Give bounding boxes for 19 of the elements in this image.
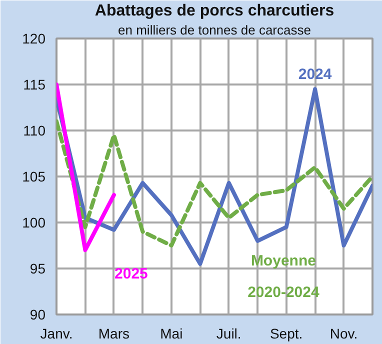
y-tick-label: 95 — [30, 260, 46, 276]
x-tick-label: Nov. — [330, 326, 358, 342]
series-label: 2024 — [298, 66, 332, 83]
chart-subtitle: en milliers de tonnes de carcasse — [118, 22, 311, 38]
text: 2025 — [114, 266, 148, 283]
x-tick-label: Mars — [98, 326, 130, 342]
y-tick-label: 110 — [23, 122, 46, 138]
x-tick-label: Janv. — [40, 326, 73, 342]
chart-title: Abattages de porcs charcutiers — [94, 2, 334, 20]
text: Moyenne 2020-2024 — [248, 252, 320, 301]
y-tick-label: 105 — [22, 168, 46, 184]
y-tick-label: 120 — [22, 30, 46, 46]
line-series — [56, 119, 372, 248]
x-tick-label: Juil. — [216, 326, 242, 342]
y-tick-label: 100 — [22, 214, 46, 230]
y-tick-label: 90 — [30, 306, 46, 322]
x-tick-label: Sept. — [270, 326, 303, 342]
x-tick-label: Mai — [160, 326, 183, 342]
y-tick-label: 115 — [23, 76, 46, 92]
